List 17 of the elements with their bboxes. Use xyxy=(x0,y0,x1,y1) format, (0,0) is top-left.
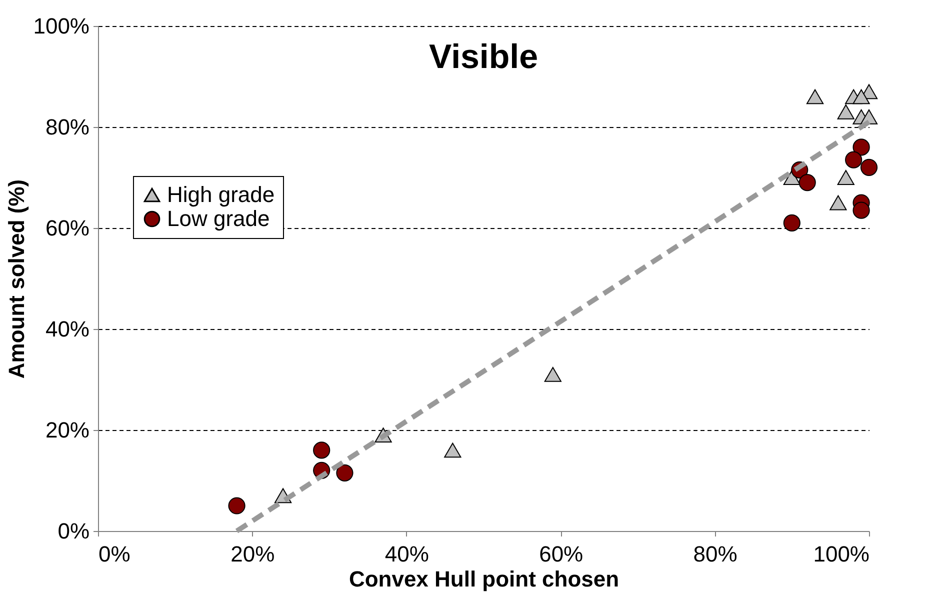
legend-label: Low grade xyxy=(167,206,270,231)
x-axis-title: Convex Hull point chosen xyxy=(348,566,620,592)
x-tick-label: 0% xyxy=(98,542,130,566)
y-tick-label: 60% xyxy=(45,216,90,240)
x-tick-label: 60% xyxy=(539,542,584,566)
y-tick-label: 20% xyxy=(45,418,90,442)
y-tick-label: 40% xyxy=(45,316,90,342)
x-tick-label: 40% xyxy=(384,542,429,566)
y-axis-title: Amount solved (%) xyxy=(4,179,30,379)
chart-title: Visible xyxy=(429,38,538,76)
y-tick-label: 80% xyxy=(45,114,90,140)
x-tick-label: 100% xyxy=(813,542,870,566)
x-tick-label: 20% xyxy=(230,542,275,566)
x-tick-label: 80% xyxy=(693,542,738,566)
y-tick-label: 0% xyxy=(58,518,90,544)
y-tick-label: 100% xyxy=(33,14,90,38)
legend-label: High grade xyxy=(167,182,275,207)
